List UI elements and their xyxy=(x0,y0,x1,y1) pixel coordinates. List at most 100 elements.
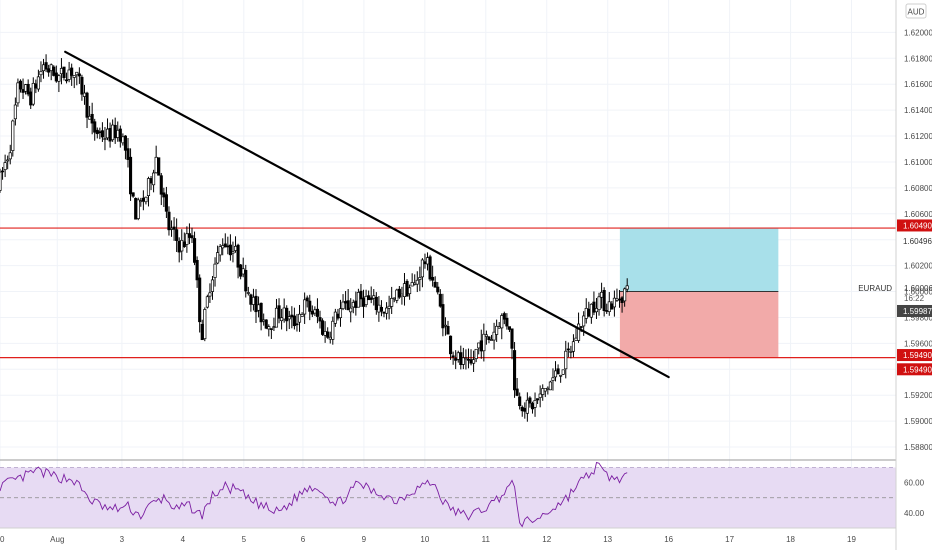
price-tick-label: 1.61800 xyxy=(904,54,932,63)
candle-body xyxy=(505,317,509,327)
candle-body xyxy=(103,138,107,140)
time-tick-label: 9 xyxy=(362,535,367,544)
position-tool[interactable] xyxy=(619,228,779,358)
candle-body xyxy=(65,79,69,82)
price-tick-label: 1.62000 xyxy=(904,28,932,37)
position-target-zone[interactable] xyxy=(619,228,779,292)
time-axis[interactable]: 0 Aug 3 4 5 6 9 10 11 12 13 16 17 18 19 xyxy=(0,535,857,544)
currency-badge-text: AUD xyxy=(908,8,925,17)
candle-body xyxy=(221,245,225,249)
candle-body xyxy=(459,352,463,365)
candle-body xyxy=(323,331,327,336)
candle-body xyxy=(236,244,240,268)
candle-body xyxy=(154,156,158,174)
candle-body xyxy=(208,292,212,297)
candle-body xyxy=(244,269,248,292)
candle-body xyxy=(461,357,465,365)
candle-body xyxy=(472,359,476,364)
candle-body xyxy=(233,245,238,251)
candle-body xyxy=(551,377,555,381)
candle-body xyxy=(530,403,535,410)
candle-body xyxy=(195,259,199,281)
candle-body xyxy=(451,355,455,358)
currency-badge-box xyxy=(905,3,927,19)
candle-body xyxy=(479,340,483,352)
rsi-axis: 60.00 40.00 xyxy=(904,479,925,518)
time-tick-label: 0 xyxy=(0,535,5,544)
candle-body xyxy=(600,291,604,298)
candle-body xyxy=(415,279,419,285)
candle-body xyxy=(338,308,343,318)
rsi-line xyxy=(0,461,628,528)
candle-body xyxy=(410,282,414,287)
candle-body xyxy=(615,298,619,301)
candle-body xyxy=(582,315,586,327)
candle-body xyxy=(510,328,514,349)
candle-body xyxy=(241,268,245,275)
candle-body xyxy=(569,351,573,353)
trendline[interactable] xyxy=(64,50,670,379)
candle-body xyxy=(507,326,511,330)
candle-body xyxy=(423,261,427,265)
price-tick-label: 1.58800 xyxy=(904,443,932,452)
candle-body xyxy=(203,309,207,340)
price-badge xyxy=(897,363,932,376)
candle-body xyxy=(354,300,358,308)
time-tick-label: 13 xyxy=(603,535,612,544)
candle-body xyxy=(231,251,235,254)
trendline-segment[interactable] xyxy=(64,50,670,379)
candle-body xyxy=(177,240,181,253)
candle-body xyxy=(285,307,289,322)
horizontal-levels[interactable] xyxy=(0,227,896,359)
candle-body xyxy=(449,335,453,355)
candle-body xyxy=(474,348,478,359)
candle-body xyxy=(377,304,381,313)
candle-body xyxy=(187,233,191,238)
candle-body xyxy=(8,152,12,160)
candle-body xyxy=(336,313,340,319)
price-tick-label: 1.61200 xyxy=(904,132,932,141)
candle-body xyxy=(90,113,94,124)
candle-body xyxy=(88,115,92,120)
candle-body xyxy=(193,238,197,263)
candle-body xyxy=(538,393,542,398)
candle-body xyxy=(85,92,89,118)
candle-body xyxy=(269,328,273,330)
position-stop-zone[interactable] xyxy=(619,291,779,358)
time-tick-label: 18 xyxy=(786,535,795,544)
candle-body xyxy=(515,388,519,396)
candle-body xyxy=(610,303,614,310)
price-tick-label: 1.59800 xyxy=(904,313,932,322)
candle-body xyxy=(497,326,501,329)
candle-body xyxy=(287,316,291,320)
price-axis[interactable]: 1.62000 1.61800 1.61600 1.61400 1.61200 1.610… xyxy=(897,28,932,452)
time-tick-label: Aug xyxy=(50,535,64,544)
candle-body xyxy=(277,305,281,319)
candle-body xyxy=(597,296,601,311)
candle-body xyxy=(126,148,130,160)
candle-body xyxy=(385,307,389,314)
candle-body xyxy=(400,293,404,297)
candle-body xyxy=(548,381,552,391)
candle-body xyxy=(282,307,286,320)
symbol-label: EURAUD xyxy=(858,284,892,293)
candle-body xyxy=(105,128,110,139)
candle-body xyxy=(402,283,407,297)
time-tick-label: 16 xyxy=(664,535,673,544)
candle-body xyxy=(587,308,591,317)
candle-body xyxy=(136,199,140,219)
candle-body xyxy=(47,68,51,73)
candle-body xyxy=(62,66,66,78)
currency-badge[interactable]: AUD xyxy=(905,3,927,19)
candle-body xyxy=(428,256,432,280)
time-tick-label: 10 xyxy=(420,535,429,544)
candle-body xyxy=(605,310,609,312)
price-badge xyxy=(897,219,932,232)
candle-body xyxy=(70,67,74,76)
price-tick-label: 1.60200 xyxy=(904,262,932,271)
candle-body xyxy=(308,300,312,312)
candle-body xyxy=(182,241,186,248)
candle-body xyxy=(72,75,76,78)
candle-body xyxy=(297,313,302,323)
